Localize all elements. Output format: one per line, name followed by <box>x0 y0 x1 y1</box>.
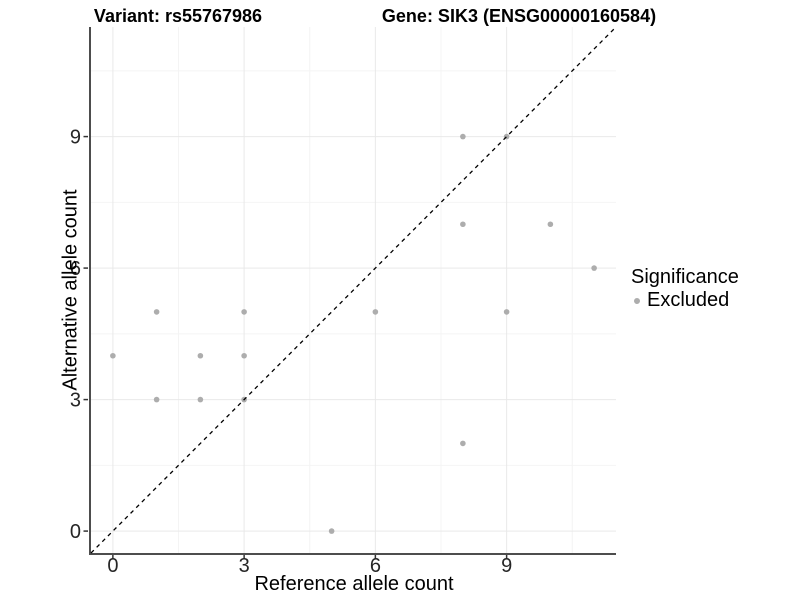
legend: Significance Excluded <box>631 266 739 312</box>
identity-line <box>90 26 617 554</box>
legend-title: Significance <box>631 266 739 288</box>
x-tick-label: 0 <box>107 555 118 577</box>
y-tick-label: 3 <box>70 390 81 412</box>
x-tick-label: 9 <box>501 555 512 577</box>
legend-item-excluded: Excluded <box>631 289 739 312</box>
data-point <box>460 221 466 228</box>
data-point <box>153 396 160 403</box>
x-axis-title: Reference allele count <box>254 573 454 595</box>
data-point <box>372 309 379 315</box>
y-axis-title: Alternative allele count <box>59 189 82 391</box>
y-tick-label: 9 <box>70 127 81 149</box>
data-point <box>328 528 335 534</box>
data-point <box>197 396 204 403</box>
data-point <box>241 309 247 315</box>
data-point <box>547 221 554 228</box>
y-tick-label: 0 <box>70 521 81 543</box>
data-point <box>591 265 597 271</box>
excluded-point-icon <box>634 297 640 304</box>
legend-item-label: Excluded <box>647 289 730 311</box>
y-tick-label: 6 <box>70 258 81 280</box>
data-point <box>110 352 116 359</box>
data-point <box>153 309 160 315</box>
gene-title: Gene: SIK3 (ENSG00000160584) <box>381 6 657 26</box>
variant-title: Variant: rs55767986 <box>93 6 263 26</box>
x-tick-label: 6 <box>370 555 381 577</box>
data-point <box>241 352 247 359</box>
x-tick-label: 3 <box>239 555 250 577</box>
data-point <box>503 309 510 315</box>
data-point <box>460 133 466 140</box>
data-point <box>460 440 466 447</box>
data-point <box>197 352 204 359</box>
